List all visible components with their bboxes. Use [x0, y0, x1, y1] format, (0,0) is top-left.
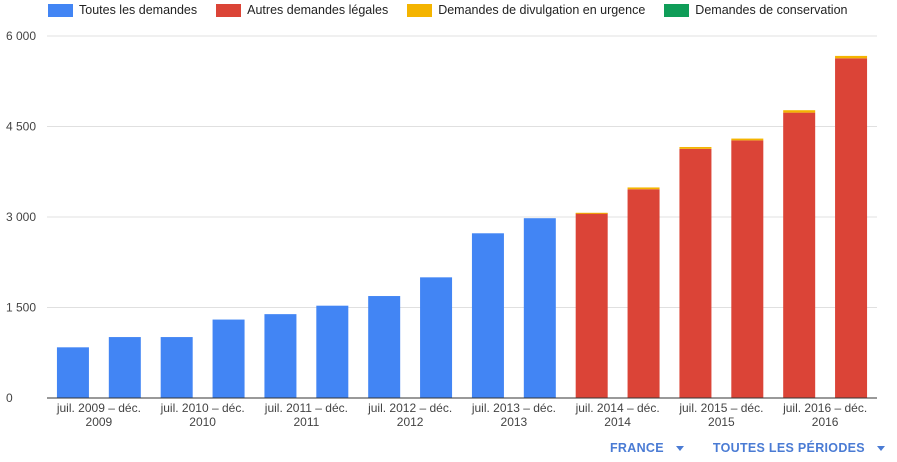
bar[interactable] — [835, 55, 868, 59]
period-dropdown-label: TOUTES LES PÉRIODES — [712, 441, 865, 455]
x-tick-label: 2009 — [86, 415, 113, 429]
x-tick-label: juil. 2014 – déc. — [575, 401, 660, 415]
legend-item-toutes-les-demandes[interactable]: Toutes les demandes — [48, 3, 197, 17]
legend-swatch — [216, 3, 242, 17]
legend-item-demandes-conservation[interactable]: Demandes de conservation — [664, 3, 847, 17]
legend-swatch — [407, 3, 433, 17]
legend-label: Demandes de divulgation en urgence — [438, 3, 646, 17]
bar[interactable] — [679, 147, 712, 149]
y-tick-label: 3 000 — [6, 210, 36, 224]
x-tick-label: 2013 — [501, 415, 528, 429]
x-tick-label: 2014 — [604, 415, 631, 429]
legend-item-demandes-divulgation-urgence[interactable]: Demandes de divulgation en urgence — [407, 3, 645, 17]
legend-label: Toutes les demandes — [79, 3, 198, 17]
bar[interactable] — [835, 58, 868, 398]
period-dropdown[interactable]: TOUTES LES PÉRIODES — [713, 441, 885, 455]
legend-swatch — [48, 3, 73, 17]
x-tick-label: juil. 2016 – déc. — [782, 401, 867, 415]
bar[interactable] — [575, 213, 608, 398]
x-tick-label: 2010 — [189, 415, 216, 429]
bar[interactable] — [264, 314, 297, 398]
chart-legend: Toutes les demandes Autres demandes léga… — [48, 3, 866, 17]
y-tick-label: 6 000 — [6, 29, 36, 43]
legend-swatch — [664, 3, 690, 17]
bar[interactable] — [56, 347, 89, 398]
bar[interactable] — [731, 140, 764, 399]
chart-filters: FRANCE TOUTES LES PÉRIODES — [610, 441, 885, 455]
x-tick-label: juil. 2012 – déc. — [367, 401, 452, 415]
x-tick-label: juil. 2015 – déc. — [678, 401, 763, 415]
x-tick-label: juil. 2010 – déc. — [160, 401, 245, 415]
legend-item-autres-demandes-legales[interactable]: Autres demandes légales — [216, 3, 388, 17]
bar[interactable] — [783, 110, 816, 113]
bar[interactable] — [731, 138, 764, 141]
bar[interactable] — [679, 148, 712, 398]
country-dropdown-label: FRANCE — [610, 441, 664, 455]
y-tick-label: 0 — [6, 391, 13, 405]
x-tick-label: juil. 2011 – déc. — [264, 401, 348, 415]
bar[interactable] — [627, 189, 660, 398]
bar[interactable] — [627, 187, 660, 190]
bar[interactable] — [160, 337, 193, 398]
x-tick-label: juil. 2013 – déc. — [471, 401, 556, 415]
x-tick-label: 2015 — [708, 415, 735, 429]
bar[interactable] — [575, 212, 608, 214]
x-tick-label: juil. 2009 – déc. — [56, 401, 141, 415]
bar[interactable] — [368, 296, 401, 398]
legend-label: Demandes de conservation — [695, 3, 848, 17]
bar[interactable] — [471, 233, 504, 398]
x-tick-label: 2011 — [293, 415, 319, 429]
country-dropdown[interactable]: FRANCE — [610, 441, 684, 455]
x-tick-label: 2012 — [397, 415, 424, 429]
x-tick-label: 2016 — [812, 415, 839, 429]
bar[interactable] — [212, 319, 245, 398]
chevron-down-icon — [876, 446, 885, 451]
y-tick-label: 1 500 — [6, 301, 36, 315]
bar[interactable] — [523, 218, 556, 398]
y-tick-label: 4 500 — [6, 120, 36, 134]
legend-label: Autres demandes légales — [247, 3, 389, 17]
bar[interactable] — [420, 277, 453, 398]
bar[interactable] — [783, 112, 816, 398]
bar[interactable] — [108, 337, 141, 398]
chevron-down-icon — [675, 446, 684, 451]
bar[interactable] — [316, 305, 349, 398]
